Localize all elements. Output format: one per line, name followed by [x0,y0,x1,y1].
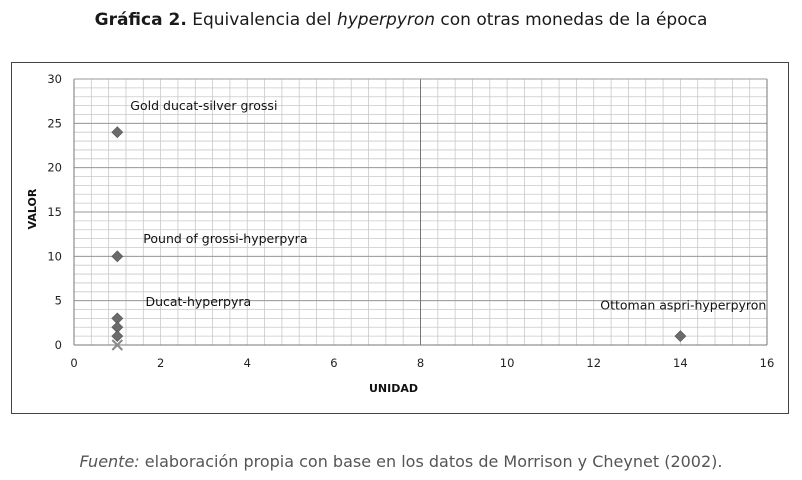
point-annotation: Ducat-hyperpyra [145,294,251,309]
y-tick-label: 0 [55,338,62,352]
scatter-chart: 0 2 4 6 8 10 12 14 16 0 5 10 15 20 25 30 UNIDAD VALOR Gold… [26,72,774,395]
point-annotation: Gold ducat-silver grossi [130,98,277,113]
x-tick-label: 10 [500,356,515,370]
y-tick-label: 5 [55,294,62,308]
chart-title-text-pre: Equivalencia del [186,10,337,30]
data-point-diamond [674,330,687,343]
x-tick-label: 16 [760,356,775,370]
x-tick-label: 14 [673,356,688,370]
data-point-diamond [111,126,124,139]
axis-layer [73,78,767,346]
point-annotation: Ottoman aspri-hyperpyron [600,298,766,313]
label-layer: 0 2 4 6 8 10 12 14 16 0 5 10 15 20 25 30 UNIDAD VALOR Gold… [26,72,774,395]
source-caption: Fuente: elaboración propia con base en l… [0,452,802,471]
chart-title-italic: hyperpyron [336,10,436,30]
marks-layer [111,126,687,351]
chart-title: Gráfica 2. Equivalencia del hyperpyron c… [0,10,802,30]
x-tick-label: 0 [70,356,77,370]
x-tick-label: 12 [586,356,601,370]
x-tick-label: 4 [244,356,251,370]
chart-frame [11,62,789,414]
y-axis-title: VALOR [26,188,39,229]
source-label: Fuente: [79,452,140,471]
chart-title-text-post: con otras monedas de la época [435,10,708,30]
chart-title-number: Gráfica 2. [94,10,187,30]
x-tick-label: 2 [157,356,164,370]
x-tick-label: 8 [417,356,424,370]
y-tick-label: 25 [47,116,62,130]
y-tick-label: 10 [47,249,62,263]
y-tick-label: 30 [47,72,62,86]
data-point-x-marker [111,339,124,351]
x-marker-stroke [111,339,124,351]
x-tick-label: 6 [330,356,337,370]
data-point-diamond [111,250,124,263]
y-tick-label: 20 [47,161,62,175]
x-axis-title: UNIDAD [369,382,418,395]
data-point-diamond [111,330,124,343]
point-annotation: Pound of grossi-hyperpyra [143,231,307,246]
source-text: elaboración propia con base en los datos… [139,452,723,471]
y-tick-label: 15 [47,205,62,219]
